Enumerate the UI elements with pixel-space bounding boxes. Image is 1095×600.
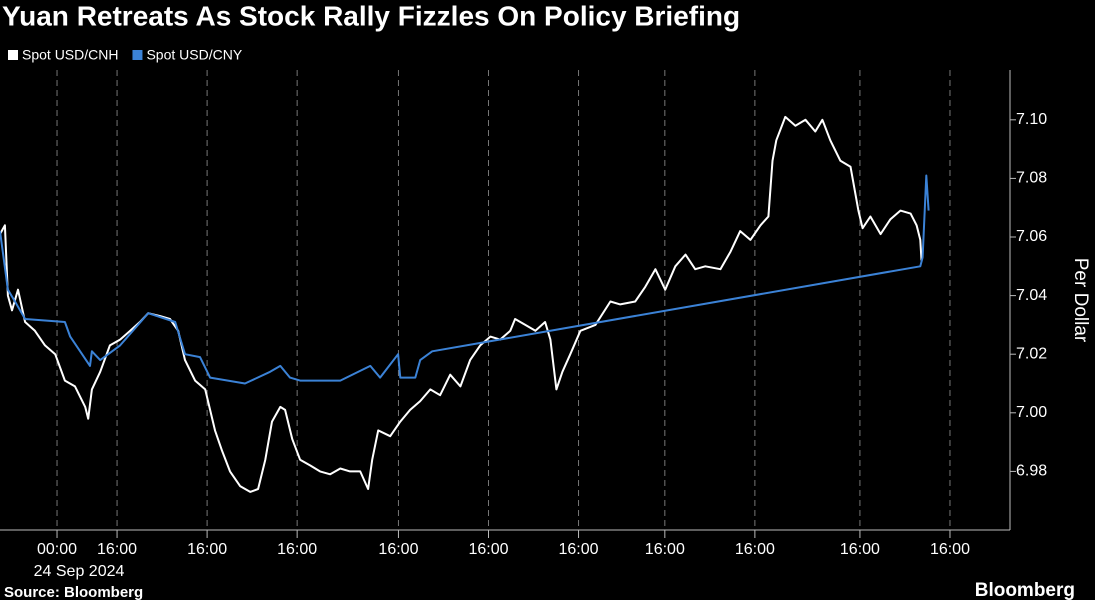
x-tick-label: 00:00: [37, 541, 77, 558]
x-tick-label: 16:00: [187, 541, 227, 558]
x-tick-label: 16:00: [468, 541, 508, 558]
x-tick-label: 16:00: [840, 541, 880, 558]
date-label: 24 Sep 2024: [34, 563, 125, 580]
y-tick-label: 7.02: [1016, 345, 1047, 362]
x-tick-label: 16:00: [559, 541, 599, 558]
line-series: [0, 174, 930, 385]
y-tick-label: 7.06: [1016, 228, 1047, 245]
legend-label: Spot USD/CNY: [146, 47, 242, 63]
y-tick-label: 7.04: [1016, 287, 1047, 304]
x-tick-label: 16:00: [378, 541, 418, 558]
brand: Bloomberg: [975, 580, 1075, 600]
legend-swatch: [132, 50, 143, 60]
y-tick-label: 7.10: [1016, 111, 1047, 128]
legend-label: Spot USD/CNH: [22, 47, 118, 63]
chart-title: Yuan Retreats As Stock Rally Fizzles On …: [2, 0, 740, 31]
y-tick-label: 7.00: [1016, 404, 1047, 421]
y-axis-label: Per Dollar: [1070, 258, 1091, 343]
x-tick-label: 16:00: [735, 541, 775, 558]
x-tick-label: 16:00: [277, 541, 317, 558]
y-tick-label: 7.08: [1016, 170, 1047, 187]
legend-swatch: [8, 50, 18, 60]
x-tick-label: 16:00: [97, 541, 137, 558]
x-tick-label: 16:00: [645, 541, 685, 558]
line-series: [0, 115, 923, 493]
x-tick-label: 16:00: [930, 541, 970, 558]
source: Source: Bloomberg: [4, 584, 143, 600]
y-tick-label: 6.98: [1016, 463, 1047, 480]
